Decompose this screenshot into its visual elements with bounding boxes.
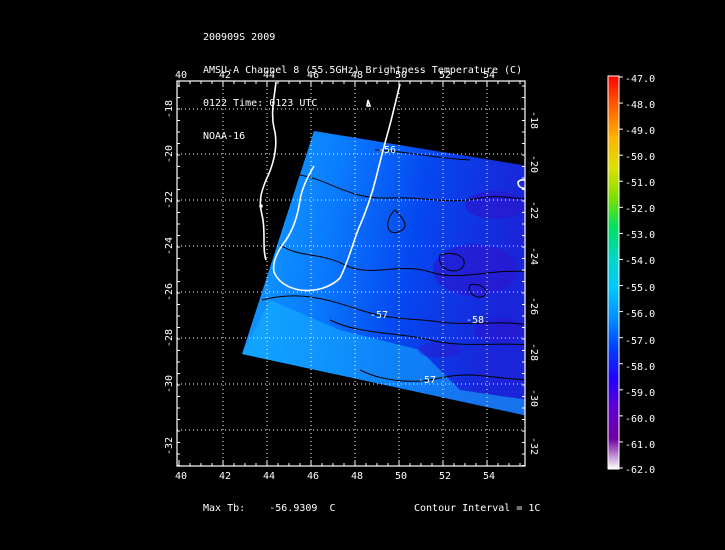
lat-label-32-right: -32 — [528, 437, 539, 455]
lat-label-32-left: -32 — [164, 437, 175, 455]
lon-label-50-top: 50 — [395, 70, 407, 81]
colorbar-label-0: -47.0 — [625, 74, 655, 85]
colorbar-label-12: -59.0 — [625, 388, 655, 399]
colorbar-label-14: -61.0 — [625, 440, 655, 451]
colorbar-label-5: -52.0 — [625, 204, 655, 215]
colorbar-label-8: -55.0 — [625, 283, 655, 294]
lon-label-52-top: 52 — [439, 70, 451, 81]
header-satellite: NOAA-16 — [203, 131, 246, 142]
lat-label-26-right: -26 — [528, 297, 539, 315]
colorbar-ticks — [619, 76, 623, 469]
colorbar-labels: -47.0 -48.0 -49.0 -50.0 -51.0 -52.0 -53.… — [625, 74, 655, 476]
lon-label-48-top: 48 — [351, 70, 363, 81]
lon-labels-bottom: 40 42 44 46 48 50 52 54 — [175, 471, 495, 482]
lon-label-54-bottom: 54 — [483, 471, 495, 482]
colorbar-strip — [607, 75, 620, 470]
lon-label-44-bottom: 44 — [263, 471, 275, 482]
lon-label-40-top: 40 — [175, 70, 187, 81]
lon-label-40-bottom: 40 — [175, 471, 187, 482]
lat-labels-right: -18 -20 -22 -24 -26 -28 -30 -32 — [528, 111, 539, 455]
contour-label-4: -57 — [418, 375, 436, 386]
map-frame — [176, 80, 526, 467]
lat-label-24-right: -24 — [528, 247, 539, 265]
brightness-swath — [242, 131, 525, 416]
header-time: 0122 Time: 0123 UTC — [203, 98, 318, 109]
max-tb-value: -56.9309 — [269, 503, 318, 514]
lat-label-30-right: -30 — [528, 389, 539, 407]
lon-label-44-top: 44 — [263, 70, 275, 81]
colorbar-label-15: -62.0 — [625, 465, 655, 476]
lon-label-46-bottom: 46 — [307, 471, 319, 482]
lat-label-24-left: -24 — [164, 237, 175, 255]
header: 200909S 2009 AMSU-A Channel 8 (55.5GHz) … — [203, 10, 522, 153]
lon-label-48-bottom: 48 — [351, 471, 363, 482]
contour-label-3: -58 — [466, 315, 484, 326]
colorbar: -47.0 -48.0 -49.0 -50.0 -51.0 -52.0 -53.… — [607, 74, 655, 476]
colorbar-label-3: -50.0 — [625, 152, 655, 163]
lon-label-46-top: 46 — [307, 70, 319, 81]
colorbar-label-1: -48.0 — [625, 100, 655, 111]
lon-label-52-bottom: 52 — [439, 471, 451, 482]
colorbar-label-7: -54.0 — [625, 256, 655, 267]
colorbar-label-2: -49.0 — [625, 126, 655, 137]
lon-label-50-bottom: 50 — [395, 471, 407, 482]
lat-label-18-right: -18 — [528, 111, 539, 129]
lat-label-22-right: -22 — [528, 201, 539, 219]
footer-max-tb: Max Tb: -56.9309 C — [203, 503, 336, 514]
header-storm-id: 200909S 2009 — [203, 32, 276, 43]
lon-label-54-top: 54 — [483, 70, 495, 81]
colorbar-label-13: -60.0 — [625, 414, 655, 425]
header-title: AMSU-A Channel 8 (55.5GHz) Brightness Te… — [203, 65, 523, 76]
colorbar-label-11: -58.0 — [625, 362, 655, 373]
lat-label-18-left: -18 — [164, 100, 175, 118]
colorbar-label-9: -56.0 — [625, 309, 655, 320]
colorbar-label-4: -51.0 — [625, 178, 655, 189]
lat-label-28-right: -28 — [528, 343, 539, 361]
lat-label-30-left: -30 — [164, 375, 175, 393]
lon-label-42-bottom: 42 — [219, 471, 231, 482]
lat-label-28-left: -28 — [164, 329, 175, 347]
graticule — [177, 81, 525, 466]
colorbar-label-10: -57.0 — [625, 336, 655, 347]
island-marker — [259, 204, 263, 208]
contour-label-1: -56 — [378, 145, 396, 156]
contour-label-2: -57 — [370, 310, 388, 321]
contour-lines — [261, 149, 525, 382]
lat-label-26-left: -26 — [164, 283, 175, 301]
lat-labels-left: -18 -20 -22 -24 -26 -28 -30 -32 — [164, 100, 175, 455]
footer-contour-interval: Contour Interval = 1C — [414, 503, 541, 514]
max-tb-label: Max Tb: — [203, 503, 246, 514]
max-tb-unit: C — [329, 503, 336, 514]
lon-label-42-top: 42 — [219, 70, 231, 81]
lat-label-22-left: -22 — [164, 191, 175, 209]
lat-label-20-right: -20 — [528, 155, 539, 173]
lon-labels-top: 40 42 44 46 48 50 52 54 — [175, 70, 495, 81]
map-tick-marks — [177, 81, 525, 466]
colorbar-label-6: -53.0 — [625, 230, 655, 241]
lat-label-20-left: -20 — [164, 145, 175, 163]
